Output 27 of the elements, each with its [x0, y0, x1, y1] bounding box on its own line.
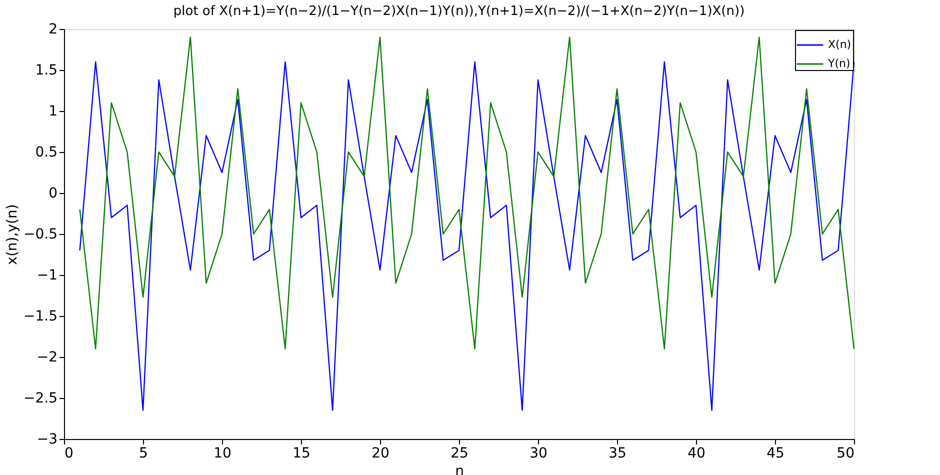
- y-tick-label: 2: [48, 22, 58, 38]
- x-tick-label: 50: [836, 446, 854, 462]
- line-series: [79, 36, 855, 350]
- y-tick-label: −1.5: [24, 308, 58, 324]
- chart-title: plot of X(n+1)=Y(n−2)/(1−Y(n−2)X(n−1)Y(n)),Y(n+1)=X(n−2)/(−1+X(n−2)Y(n−1)X(n)): [173, 4, 745, 19]
- y-tick-label: 0.5: [35, 144, 58, 160]
- x-tick-label: 25: [450, 446, 468, 462]
- x-tick-label: 15: [292, 446, 310, 462]
- y-tick-label: 1.5: [35, 62, 58, 78]
- x-tick-label: 20: [372, 446, 390, 462]
- x-tick-label: 45: [766, 446, 784, 462]
- x-tick-label: 5: [139, 446, 148, 462]
- y-tick-label: −2.5: [24, 390, 58, 406]
- y-tick-label: −0.5: [24, 226, 58, 242]
- y-tick-label: 1: [48, 104, 58, 120]
- legend-label: X(n): [828, 38, 852, 51]
- y-tick-label: 0: [48, 186, 58, 202]
- y-tick-label: −1: [36, 268, 58, 284]
- legend-label: Y(n): [827, 57, 850, 70]
- x-tick-label: 0: [64, 446, 74, 462]
- x-tick-label: 40: [688, 446, 706, 462]
- x-tick-label: 35: [608, 446, 626, 462]
- x-tick-label: 30: [530, 446, 548, 462]
- y-tick-label: −2: [36, 350, 58, 366]
- y-tick-label: −3: [36, 432, 58, 448]
- y-axis-title: x(n),y(n): [4, 204, 21, 265]
- x-tick-label: 10: [214, 446, 232, 462]
